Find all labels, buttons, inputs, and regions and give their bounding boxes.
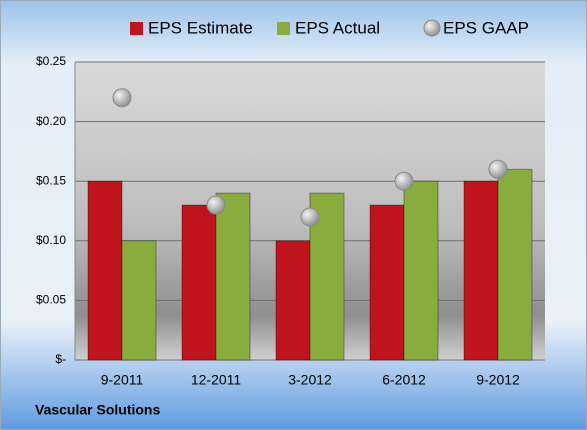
bar bbox=[215, 192, 251, 361]
x-tick-label: 12-2011 bbox=[191, 372, 242, 388]
bar bbox=[463, 180, 499, 361]
y-tick-label: $0.25 bbox=[36, 54, 66, 68]
bar bbox=[121, 240, 157, 361]
point bbox=[488, 159, 508, 179]
point bbox=[206, 195, 226, 215]
bar bbox=[181, 204, 217, 361]
bar bbox=[369, 204, 405, 361]
y-tick-label: $0.15 bbox=[36, 173, 66, 187]
point bbox=[112, 88, 132, 108]
legend-label: EPS Actual bbox=[295, 18, 380, 37]
y-tick-label: $- bbox=[55, 352, 66, 366]
point bbox=[394, 171, 414, 191]
point bbox=[300, 207, 320, 227]
legend-label: EPS Estimate bbox=[148, 18, 253, 37]
x-tick-label: 9-2011 bbox=[101, 372, 144, 388]
bar bbox=[275, 240, 311, 361]
legend-marker bbox=[130, 22, 143, 35]
y-tick-label: $0.05 bbox=[36, 293, 66, 307]
legend-marker bbox=[277, 22, 290, 35]
legend-label: EPS GAAP bbox=[443, 18, 529, 37]
y-tick-label: $0.10 bbox=[36, 233, 66, 247]
x-tick-label: 3-2012 bbox=[288, 372, 332, 388]
x-tick-label: 9-2012 bbox=[476, 372, 520, 388]
y-tick-label: $0.20 bbox=[36, 114, 66, 128]
bar bbox=[497, 168, 533, 361]
footer: Vascular Solutions bbox=[35, 402, 160, 418]
bar bbox=[403, 180, 439, 361]
x-tick-label: 6-2012 bbox=[382, 372, 426, 388]
bar bbox=[87, 180, 123, 361]
legend-marker bbox=[423, 19, 441, 37]
